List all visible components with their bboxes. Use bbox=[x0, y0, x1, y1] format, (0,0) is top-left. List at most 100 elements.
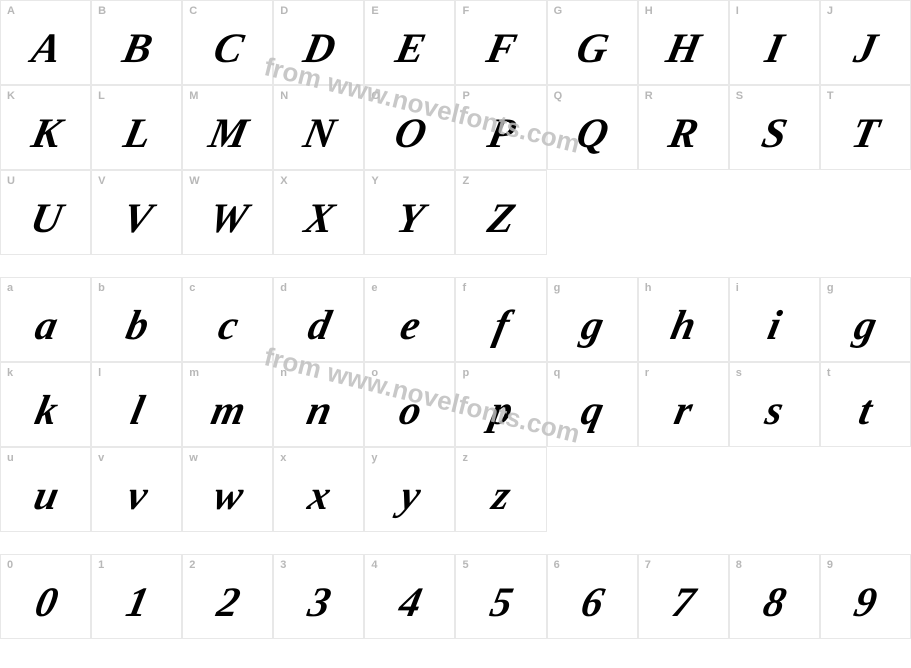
glyph: V bbox=[118, 195, 155, 243]
glyph-cell: gg bbox=[820, 277, 911, 362]
glyph: u bbox=[29, 472, 62, 520]
glyph-cell bbox=[638, 170, 729, 255]
glyph-cell: FF bbox=[455, 0, 546, 85]
key-label: c bbox=[189, 282, 195, 294]
spacer-cell bbox=[820, 532, 911, 554]
glyph: g bbox=[850, 302, 880, 350]
key-label: k bbox=[7, 367, 13, 379]
glyph-cell: II bbox=[729, 0, 820, 85]
key-label: 1 bbox=[98, 559, 104, 571]
glyph-cell: yy bbox=[364, 447, 455, 532]
key-label: 5 bbox=[462, 559, 468, 571]
glyph: N bbox=[299, 110, 339, 158]
glyph: q bbox=[577, 387, 607, 435]
key-label: 7 bbox=[645, 559, 651, 571]
spacer-cell bbox=[182, 255, 273, 277]
spacer-cell bbox=[273, 532, 364, 554]
glyph-cell: ii bbox=[729, 277, 820, 362]
glyph-cell: OO bbox=[364, 85, 455, 170]
key-label: I bbox=[736, 5, 739, 17]
glyph: 3 bbox=[304, 579, 334, 627]
glyph-cell: KK bbox=[0, 85, 91, 170]
glyph: g bbox=[577, 302, 607, 350]
glyph: o bbox=[395, 387, 425, 435]
key-label: U bbox=[7, 175, 15, 187]
key-label: h bbox=[645, 282, 652, 294]
glyph-cell: TT bbox=[820, 85, 911, 170]
key-label: 2 bbox=[189, 559, 195, 571]
glyph-cell: 77 bbox=[638, 554, 729, 639]
key-label: E bbox=[371, 5, 378, 17]
key-label: d bbox=[280, 282, 287, 294]
spacer-cell bbox=[638, 255, 729, 277]
glyph-cell bbox=[547, 447, 638, 532]
key-label: m bbox=[189, 367, 199, 379]
glyph: B bbox=[118, 25, 155, 73]
glyph-cell bbox=[547, 170, 638, 255]
glyph-cell: EE bbox=[364, 0, 455, 85]
glyph: 2 bbox=[213, 579, 243, 627]
glyph: n bbox=[303, 387, 336, 435]
key-label: Q bbox=[554, 90, 563, 102]
glyph-cell: ss bbox=[729, 362, 820, 447]
glyph: T bbox=[848, 110, 883, 158]
key-label: W bbox=[189, 175, 199, 187]
glyph: Y bbox=[393, 195, 428, 243]
glyph-cell: 44 bbox=[364, 554, 455, 639]
spacer-cell bbox=[455, 255, 546, 277]
key-label: M bbox=[189, 90, 198, 102]
spacer-cell bbox=[729, 255, 820, 277]
character-map-grid: AABBCCDDEEFFGGHHIIJJKKLLMMNNOOPPQQRRSSTT… bbox=[0, 0, 911, 639]
glyph-cell: JJ bbox=[820, 0, 911, 85]
glyph: J bbox=[850, 25, 880, 73]
glyph: X bbox=[300, 195, 337, 243]
key-label: 9 bbox=[827, 559, 833, 571]
key-label: 8 bbox=[736, 559, 742, 571]
glyph: O bbox=[390, 110, 430, 158]
glyph: 9 bbox=[850, 579, 880, 627]
glyph: W bbox=[204, 195, 251, 243]
glyph-cell: MM bbox=[182, 85, 273, 170]
glyph: I bbox=[762, 25, 788, 73]
glyph-cell bbox=[820, 170, 911, 255]
key-label: L bbox=[98, 90, 105, 102]
glyph: m bbox=[207, 387, 249, 435]
glyph-cell: BB bbox=[91, 0, 182, 85]
glyph: f bbox=[489, 302, 512, 350]
glyph-cell: oo bbox=[364, 362, 455, 447]
glyph-cell: 66 bbox=[547, 554, 638, 639]
key-label: w bbox=[189, 452, 198, 464]
glyph: k bbox=[30, 387, 60, 435]
key-label: v bbox=[98, 452, 104, 464]
key-label: S bbox=[736, 90, 743, 102]
glyph-cell: pp bbox=[455, 362, 546, 447]
key-label: b bbox=[98, 282, 105, 294]
glyph: H bbox=[662, 25, 704, 73]
glyph-cell: mm bbox=[182, 362, 273, 447]
glyph: l bbox=[126, 387, 147, 435]
glyph-cell: 11 bbox=[91, 554, 182, 639]
glyph-cell: 33 bbox=[273, 554, 364, 639]
glyph: v bbox=[123, 472, 151, 520]
key-label: H bbox=[645, 5, 653, 17]
glyph-cell: RR bbox=[638, 85, 729, 170]
glyph-cell bbox=[729, 447, 820, 532]
glyph: 6 bbox=[577, 579, 607, 627]
glyph-cell bbox=[638, 447, 729, 532]
glyph-cell: rr bbox=[638, 362, 729, 447]
key-label: K bbox=[7, 90, 15, 102]
key-label: a bbox=[7, 282, 13, 294]
key-label: C bbox=[189, 5, 197, 17]
glyph-cell: ww bbox=[182, 447, 273, 532]
key-label: s bbox=[736, 367, 742, 379]
key-label: n bbox=[280, 367, 287, 379]
glyph-cell: LL bbox=[91, 85, 182, 170]
glyph: h bbox=[667, 302, 700, 350]
glyph-cell bbox=[820, 447, 911, 532]
glyph: c bbox=[214, 302, 242, 350]
glyph-cell: aa bbox=[0, 277, 91, 362]
key-label: O bbox=[371, 90, 380, 102]
glyph: i bbox=[764, 302, 785, 350]
key-label: R bbox=[645, 90, 653, 102]
glyph: p bbox=[486, 387, 516, 435]
